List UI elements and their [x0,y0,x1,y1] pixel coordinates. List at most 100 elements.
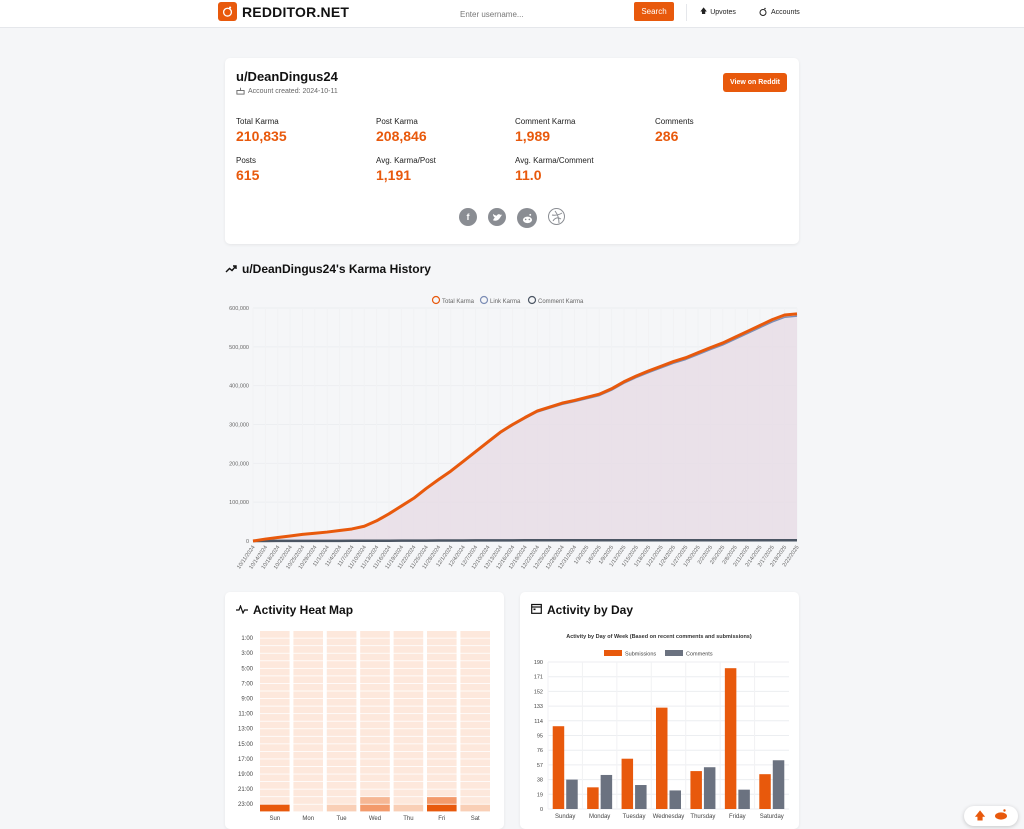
heat-cell [460,661,490,668]
upvote-fab-icon[interactable]: 🡅 [974,809,986,822]
heat-cell [360,631,390,638]
twitter-icon[interactable] [488,208,506,226]
heat-cell [460,744,490,751]
heat-cell [427,668,457,676]
heat-cell [427,691,457,699]
heatmap-grid: 1:00 3:00 5:00 7:00 9:00 11:00 13:00 15:00 17:00… [238,631,490,822]
heat-cell [427,653,457,661]
heat-cell [427,797,457,804]
y-tick-label: 114 [534,719,543,725]
heat-cell [326,653,357,661]
heat-cell [427,706,457,714]
y-tick-label: 0 [246,539,249,545]
heat-cell [293,759,323,767]
heat-cell [393,676,424,684]
x-tick-label: Wednesday [653,814,685,820]
stat-value: 1,191 [376,167,412,183]
heat-cell [293,797,323,804]
nav-accounts-link[interactable]: Accounts [758,7,800,18]
heat-cell [293,668,323,676]
heat-cell [393,721,424,729]
dribbble-icon[interactable] [548,208,565,225]
heat-cell [460,676,490,684]
legend-label: Total Karma [442,299,475,305]
heat-cell [460,706,490,714]
heat-cell [393,797,424,804]
username-search-input[interactable] [458,4,634,24]
heat-cell [326,789,357,797]
heat-cell [360,706,390,714]
heat-cell [293,706,323,714]
heat-cell [360,698,390,706]
heat-cell [260,751,290,759]
karma-history-chart: Total Karma Link Karma Comment Karma 0 100,0… [229,295,799,571]
view-on-reddit-button[interactable]: View on Reddit [723,73,787,92]
heat-cell [460,646,490,653]
stat-value: 615 [236,167,260,183]
heat-cell [260,653,290,661]
heat-cell [427,804,457,812]
heat-cell [360,736,390,744]
heat-cell [460,789,490,797]
stat-posts: Posts 615 [236,156,259,183]
day-label: Sun [269,816,280,822]
heat-cell [393,631,424,638]
activity-pulse-icon [236,603,248,617]
heat-cell [427,774,457,782]
bar-submissions [724,668,737,809]
heat-cell [460,631,490,638]
site-logo[interactable]: REDDITOR.NET [218,2,349,21]
reddit-icon[interactable] [517,208,537,228]
heat-cell [393,698,424,706]
hour-label: 19:00 [238,772,254,778]
heat-cell [460,804,490,812]
hour-label: 21:00 [238,787,254,793]
stat-total-karma: Total Karma 210,835 [236,117,287,144]
heat-cell [460,751,490,759]
heat-cell [427,683,457,691]
heat-cell [326,646,357,653]
heat-cell [326,751,357,759]
heat-cell [460,668,490,676]
facebook-icon[interactable]: f [459,208,477,226]
y-tick-label: 400,000 [229,384,249,390]
nav-upvotes-link[interactable]: 🡅 Upvotes [700,7,736,18]
heat-cell [360,668,390,676]
stat-comments: Comments 286 [655,117,694,144]
heat-cell [260,759,290,767]
bar-submissions [552,726,565,809]
bar-submissions [656,707,668,809]
heat-cell [260,698,290,706]
y-tick-label: 600,000 [229,306,249,312]
heat-cell [360,766,390,774]
heat-cell [293,646,323,653]
heat-cell [393,729,424,736]
heat-cell [393,736,424,744]
heat-cell [360,683,390,691]
cake-icon [236,86,245,97]
heat-cell [393,759,424,767]
floating-actions[interactable]: 🡅 [964,806,1018,826]
heat-cell [293,774,323,782]
trending-up-icon [225,262,237,276]
heat-cell [427,766,457,774]
heat-cell [360,782,390,789]
profile-username: u/DeanDingus24 [236,69,338,84]
reddit-fab-icon[interactable] [994,809,1008,823]
nav-accounts-label: Accounts [771,9,800,16]
y-tick-label: 38 [537,778,543,784]
heat-cell [260,676,290,684]
heat-cell [260,668,290,676]
heat-cell [293,766,323,774]
heat-cell [427,714,457,721]
heat-cell [360,676,390,684]
search-button[interactable]: Search [634,2,674,21]
stat-label: Avg. Karma/Comment [515,156,594,165]
heat-cell [326,797,357,804]
heat-cell [460,782,490,789]
y-tick-label: 300,000 [229,423,249,429]
hour-label: 1:00 [241,636,253,642]
hour-label: 11:00 [238,712,253,718]
heat-cell [260,683,290,691]
heat-cell [326,774,357,782]
